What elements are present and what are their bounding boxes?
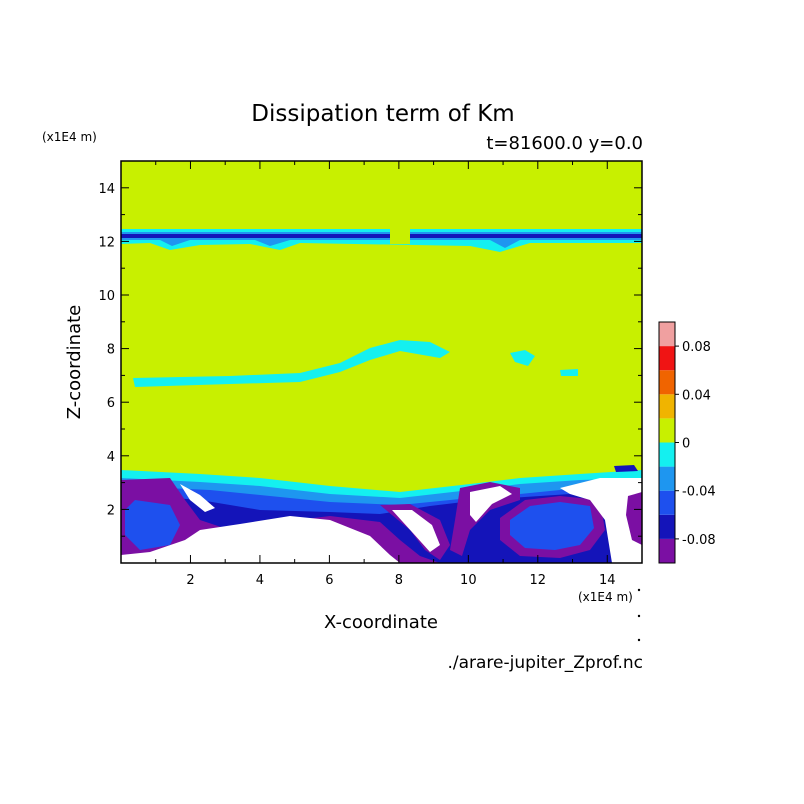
corner-dot-2	[637, 614, 641, 618]
corner-dot-1	[637, 588, 641, 592]
lower-small-cell	[614, 465, 638, 472]
y-ticks: 2 4 6 8 10 12 14	[98, 182, 642, 537]
colorbar-label: 0.08	[682, 340, 711, 355]
mid-filament	[133, 340, 450, 387]
plot-frame	[120, 160, 643, 564]
y-tick-label: 4	[107, 450, 115, 465]
contour-field	[121, 161, 642, 563]
y-tick-label: 14	[98, 182, 115, 197]
x-tick-label: 6	[325, 573, 333, 588]
lower-white-mid	[392, 510, 440, 552]
lower-core-right	[510, 502, 594, 550]
y-tick-label: 12	[98, 235, 115, 250]
colorbar-swatch	[659, 514, 675, 539]
colorbar-swatch	[659, 490, 675, 515]
y-tick-label: 10	[98, 289, 115, 304]
lower-white-left	[121, 516, 400, 563]
x-tick-label: 12	[530, 573, 547, 588]
lower-purple-right1	[450, 482, 520, 556]
colorbar-swatch	[659, 346, 675, 371]
x-tick-label: 10	[460, 573, 477, 588]
colorbar-swatch	[659, 394, 675, 419]
x-tick-label: 14	[599, 573, 616, 588]
corner-dot-3	[637, 638, 641, 642]
lower-white-right1	[470, 486, 512, 522]
mid-patch-1	[510, 350, 535, 366]
lower-white-streak-1	[180, 484, 215, 512]
colorbar-label: -0.08	[682, 533, 716, 548]
colorbar-label: -0.04	[682, 485, 716, 500]
y-axis-title: Z-coordinate	[64, 305, 85, 420]
x-axis-title: X-coordinate	[324, 612, 438, 633]
x-tick-label: 8	[395, 573, 403, 588]
colorbar-label: 0	[682, 437, 690, 452]
colorbar-label: 0.04	[682, 388, 711, 403]
corner-markers	[637, 588, 641, 642]
y-tick-label: 2	[107, 503, 115, 518]
colorbar: 0.08 0.04 0 -0.04 -0.08	[658, 321, 716, 564]
lower-core-left	[125, 500, 180, 550]
y-tick-label: 8	[107, 343, 115, 358]
colorbar-swatch	[659, 466, 675, 491]
source-file-label: ./arare-jupiter_Zprof.nc	[447, 653, 643, 673]
x-tick-label: 2	[186, 573, 194, 588]
upper-layer-navy	[121, 234, 642, 238]
y-tick-label: 6	[107, 396, 115, 411]
y-unit-label: (x1E4 m)	[42, 130, 97, 144]
upper-layer-gap	[390, 228, 410, 244]
x-ticks: 2 4 6 8 10 12 14	[155, 161, 616, 588]
colorbar-swatch	[659, 418, 675, 443]
x-unit-label: (x1E4 m)	[578, 590, 633, 604]
lower-purple-edge	[626, 492, 642, 545]
chart-subtitle: t=81600.0 y=0.0	[486, 133, 643, 154]
colorbar-swatch	[659, 442, 675, 467]
mid-patch-2	[560, 369, 578, 376]
colorbar-swatch	[659, 322, 675, 347]
lower-white-right2	[560, 478, 642, 563]
colorbar-swatch	[659, 538, 675, 563]
x-tick-label: 4	[256, 573, 264, 588]
colorbar-swatch	[659, 370, 675, 395]
chart-title: Dissipation term of Km	[251, 101, 514, 127]
